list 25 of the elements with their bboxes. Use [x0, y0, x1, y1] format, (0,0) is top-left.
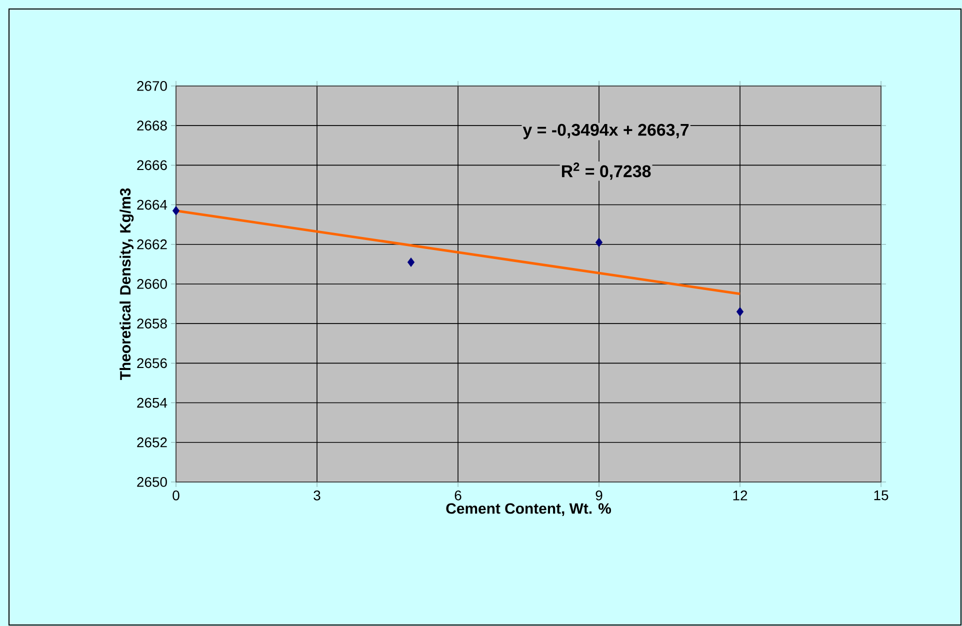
point [736, 307, 744, 316]
y-tick-label: 2664 [137, 200, 168, 210]
y-tick-label: 2658 [137, 318, 167, 329]
y-tick-label: 2660 [137, 279, 167, 289]
x-axis-title: Cement Content, Wt. % [446, 503, 611, 516]
x-tick-label: 9 [596, 490, 602, 500]
y-tick-label: 2666 [137, 160, 167, 170]
y-tick-label: 2670 [137, 81, 167, 91]
y-tick-label: 2656 [137, 358, 167, 368]
y-tick-label: 2662 [137, 239, 167, 250]
x-tick-label: 3 [314, 490, 320, 500]
point [172, 206, 180, 216]
annotation: R$^{2}$ = 0,7238 [562, 162, 651, 180]
x-tick-label: 0 [172, 490, 180, 500]
y-axis-title: Theoretical Density, Kg/m3 [120, 188, 134, 380]
point [595, 238, 603, 248]
x-tick-label: 15 [874, 490, 888, 500]
x-tick-label: 12 [733, 490, 748, 500]
point [407, 258, 415, 267]
y-tick-label: 2668 [137, 120, 167, 131]
annotation: y = -0,3494x + 2663,7 [522, 124, 689, 140]
y-tick-label: 2650 [137, 477, 167, 487]
y-tick-label: 2654 [137, 398, 168, 408]
y-tick-label: 2652 [137, 437, 167, 448]
x-tick-label: 6 [454, 490, 462, 500]
